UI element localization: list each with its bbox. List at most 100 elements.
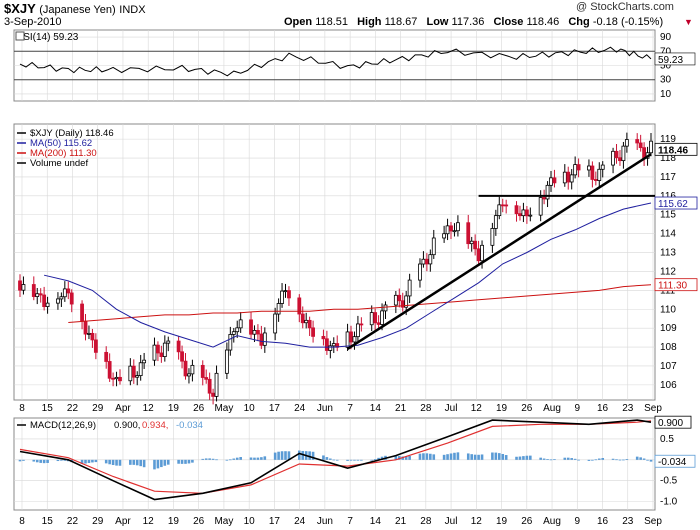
macd-hist-bar: [135, 459, 139, 466]
x-tick-label: 16: [597, 516, 609, 527]
price-tick-label: 108: [660, 342, 677, 353]
macd-hist-bar: [235, 457, 239, 460]
candle-body: [59, 296, 64, 300]
price-tick-label: 118: [660, 153, 676, 164]
macd-hist-bar: [94, 459, 98, 463]
price-tag-box-ma50: [654, 196, 698, 210]
macd-hist-bar: [491, 452, 494, 460]
candle-body: [249, 319, 253, 335]
candle-body: [262, 332, 267, 346]
x-tick-label: 15: [42, 403, 54, 414]
macd-hist-bar: [394, 455, 398, 460]
candle-body: [600, 164, 605, 170]
price-legend-item: MA(200) 111.30: [30, 148, 97, 159]
macd-hist-bar: [118, 459, 122, 466]
macd-hist-bar: [260, 457, 263, 460]
macd-hist-bar: [139, 459, 142, 467]
macd-hist-bar: [353, 459, 356, 461]
rsi-legend-swatch: [15, 31, 25, 41]
price-legend-item: MA(50) 115.62: [30, 138, 92, 149]
candle-body: [324, 338, 329, 351]
macd-hist-bar: [166, 459, 170, 465]
candle-body: [231, 331, 236, 335]
candle-body: [418, 263, 422, 281]
quote-change-value: -0.18 (-0.15%): [592, 16, 664, 28]
candle-body: [400, 300, 405, 308]
x-tick-label: 28: [420, 516, 432, 527]
macd-hist-bar: [35, 459, 39, 463]
candle-body: [576, 164, 581, 171]
candle-body: [359, 323, 364, 326]
candle-body: [376, 322, 381, 325]
symbol-exchange: INDX: [119, 4, 146, 16]
macd-hist-bar: [346, 459, 349, 461]
x-tick-label: Aug: [543, 403, 561, 414]
candle-body: [56, 298, 60, 304]
x-tick-label: 14: [370, 516, 382, 527]
macd-hist-bar: [204, 458, 208, 460]
macd-hist-bar: [373, 459, 377, 460]
x-tick-label: 29: [92, 403, 104, 414]
macd-legend-signal: 0.934,: [142, 420, 168, 431]
candle-body: [624, 139, 629, 147]
candle-body: [521, 209, 526, 217]
x-tick-label: 23: [622, 403, 634, 414]
candle-body: [369, 312, 374, 326]
candle-body: [328, 345, 333, 351]
macd-hist-bar: [497, 453, 501, 460]
x-tick-label: 19: [496, 403, 508, 414]
rsi-line: [19, 46, 652, 77]
macd-hist-bar: [370, 459, 374, 461]
candle-body: [142, 359, 147, 364]
x-tick-label: Sep: [644, 403, 662, 414]
price-tag-ma200: 111.30: [658, 281, 688, 292]
macd-legend-hist: -0.034: [176, 420, 203, 431]
macd-hist-bar: [325, 457, 329, 460]
candle-body: [500, 204, 505, 207]
x-tick-label: 21: [395, 403, 407, 414]
macd-hist-bar: [615, 459, 618, 461]
candle-body: [397, 294, 402, 302]
candle-body: [593, 179, 598, 181]
macd-hist-bar: [470, 454, 473, 460]
x-tick-label: 24: [294, 403, 306, 414]
macd-hist-bar: [601, 458, 605, 460]
macd-hist-bar: [287, 451, 291, 460]
candle-body: [138, 362, 143, 376]
macd-hist-bar: [515, 456, 518, 460]
candle-body: [152, 344, 157, 361]
x-tick-label: 12: [143, 403, 155, 414]
macd-hist-bar: [525, 455, 529, 460]
candle-body: [569, 174, 574, 183]
macd-hist-bar: [618, 459, 622, 461]
price-tick-label: 115: [660, 210, 676, 221]
candle-body: [587, 165, 591, 171]
macd-hist-bar: [360, 459, 363, 461]
macd-tick-label: -1.0: [660, 497, 678, 508]
price-tick-label: 116: [660, 191, 676, 202]
x-tick-label: 19: [496, 516, 508, 527]
macd-hist-bar: [311, 451, 315, 460]
candle-body: [597, 168, 602, 181]
macd-hist-bar: [111, 459, 115, 466]
x-tick-label: 12: [143, 516, 155, 527]
candle-body: [90, 332, 95, 341]
macd-hist-bar: [404, 456, 408, 460]
macd-hist-bar: [377, 457, 380, 460]
macd-hist-bar: [473, 454, 477, 460]
macd-hist-bar: [225, 459, 229, 461]
candle-body: [618, 157, 622, 162]
x-tick-label: 9: [574, 403, 580, 414]
macd-hist-bar: [253, 457, 256, 460]
quote-open-value: 118.51: [315, 16, 349, 28]
candle-body: [38, 293, 43, 296]
candle-body: [228, 334, 233, 351]
x-tick-label: Jun: [317, 403, 333, 414]
candle-body: [93, 339, 98, 353]
candle-body: [356, 323, 360, 338]
macd-hist-bar: [611, 458, 615, 460]
macd-hist-bar: [622, 459, 625, 461]
rsi-tick-label: 90: [660, 32, 672, 43]
macd-hist-bar: [329, 458, 332, 460]
macd-hist-bar: [397, 456, 401, 460]
